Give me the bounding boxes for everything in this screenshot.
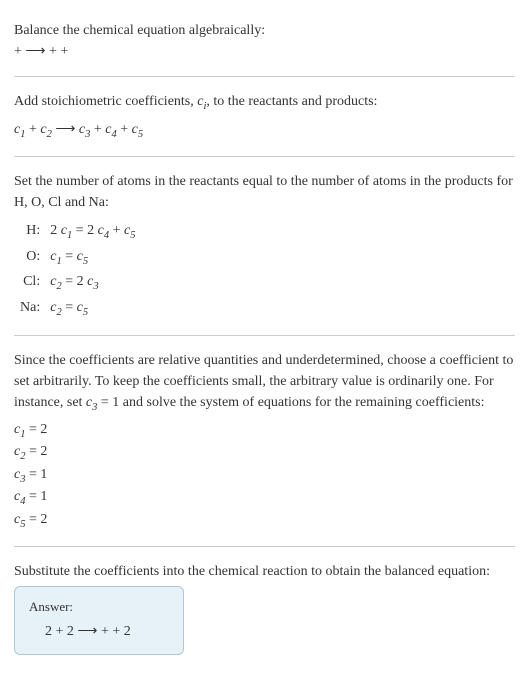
divider	[14, 156, 515, 157]
plus: +	[90, 122, 105, 137]
c: c1	[50, 249, 61, 264]
intro-line1: Balance the chemical equation algebraica…	[14, 20, 515, 41]
sub: 5	[138, 128, 143, 139]
atoms-section: Set the number of atoms in the reactants…	[14, 163, 515, 329]
divider	[14, 335, 515, 336]
divider	[14, 546, 515, 547]
c: c1	[14, 422, 25, 437]
val: = 1	[25, 489, 47, 504]
mid: = 2	[62, 274, 87, 289]
c: c1	[61, 223, 72, 238]
c3: c3	[79, 122, 90, 137]
sub: 5	[130, 230, 135, 241]
c3: c3	[86, 395, 97, 410]
c: c3	[87, 274, 98, 289]
intro-section: Balance the chemical equation algebraica…	[14, 12, 515, 70]
atom-eq: c1 = c5	[44, 245, 141, 271]
plus: +	[117, 122, 132, 137]
c: c4	[14, 489, 25, 504]
table-row: H: 2 c1 = 2 c4 + c5	[14, 219, 141, 245]
val: = 2	[25, 444, 47, 459]
solve-text: Since the coefficients are relative quan…	[14, 350, 515, 416]
atom-label: Cl:	[14, 270, 44, 296]
atom-eq: c2 = c5	[44, 296, 141, 322]
val: = 1	[25, 467, 47, 482]
c: c2	[50, 300, 61, 315]
atom-eq: 2 c1 = 2 c4 + c5	[44, 219, 141, 245]
plus: +	[25, 122, 40, 137]
coeff-result: c1 = 2	[14, 420, 515, 442]
add-coeff-section: Add stoichiometric coefficients, ci, to …	[14, 83, 515, 150]
mid: = 2	[72, 223, 97, 238]
coeff-equation: c1 + c2 ⟶ c3 + c4 + c5	[14, 119, 515, 143]
mid: =	[62, 300, 77, 315]
coeff-result: c3 = 1	[14, 465, 515, 487]
c: c2	[50, 274, 61, 289]
sub: 5	[83, 255, 88, 266]
atoms-table: H: 2 c1 = 2 c4 + c5 O: c1 = c5 Cl: c2 = …	[14, 219, 141, 321]
c: c4	[98, 223, 109, 238]
atom-eq: c2 = 2 c3	[44, 270, 141, 296]
mid: +	[109, 223, 124, 238]
c2: c2	[40, 122, 51, 137]
atom-label: Na:	[14, 296, 44, 322]
atom-label: O:	[14, 245, 44, 271]
sub: 5	[83, 307, 88, 318]
coeff-result: c4 = 1	[14, 487, 515, 509]
c4: c4	[105, 122, 116, 137]
add-coeff-text: Add stoichiometric coefficients, ci, to …	[14, 91, 515, 115]
c: c5	[14, 512, 25, 527]
val: = 2	[25, 422, 47, 437]
c: c2	[14, 444, 25, 459]
table-row: Na: c2 = c5	[14, 296, 141, 322]
mid: =	[62, 249, 77, 264]
table-row: O: c1 = c5	[14, 245, 141, 271]
c: c5	[77, 249, 88, 264]
answer-label: Answer:	[29, 597, 169, 617]
answer-box: Answer: 2 + 2 ⟶ + + 2	[14, 586, 184, 655]
answer-content: 2 + 2 ⟶ + + 2	[29, 621, 169, 642]
coeff-result: c2 = 2	[14, 442, 515, 464]
c: c5	[77, 300, 88, 315]
substitute-text: Substitute the coefficients into the che…	[14, 561, 515, 582]
val: = 2	[25, 512, 47, 527]
pre: 2	[50, 223, 61, 238]
coeff-result: c5 = 2	[14, 510, 515, 532]
substitute-section: Substitute the coefficients into the che…	[14, 553, 515, 663]
text: Add stoichiometric coefficients,	[14, 94, 197, 109]
atom-label: H:	[14, 219, 44, 245]
table-row: Cl: c2 = 2 c3	[14, 270, 141, 296]
text: = 1 and solve the system of equations fo…	[97, 395, 484, 410]
sub: 3	[93, 281, 98, 292]
atoms-intro: Set the number of atoms in the reactants…	[14, 171, 515, 213]
c: c3	[14, 467, 25, 482]
text: , to the reactants and products:	[206, 94, 377, 109]
intro-line2: + ⟶ + +	[14, 41, 515, 62]
arrow: ⟶	[52, 122, 79, 137]
solve-section: Since the coefficients are relative quan…	[14, 342, 515, 540]
c5: c5	[132, 122, 143, 137]
c: c5	[124, 223, 135, 238]
c1: c1	[14, 122, 25, 137]
divider	[14, 76, 515, 77]
coeff-results: c1 = 2 c2 = 2 c3 = 1 c4 = 1 c5 = 2	[14, 420, 515, 532]
